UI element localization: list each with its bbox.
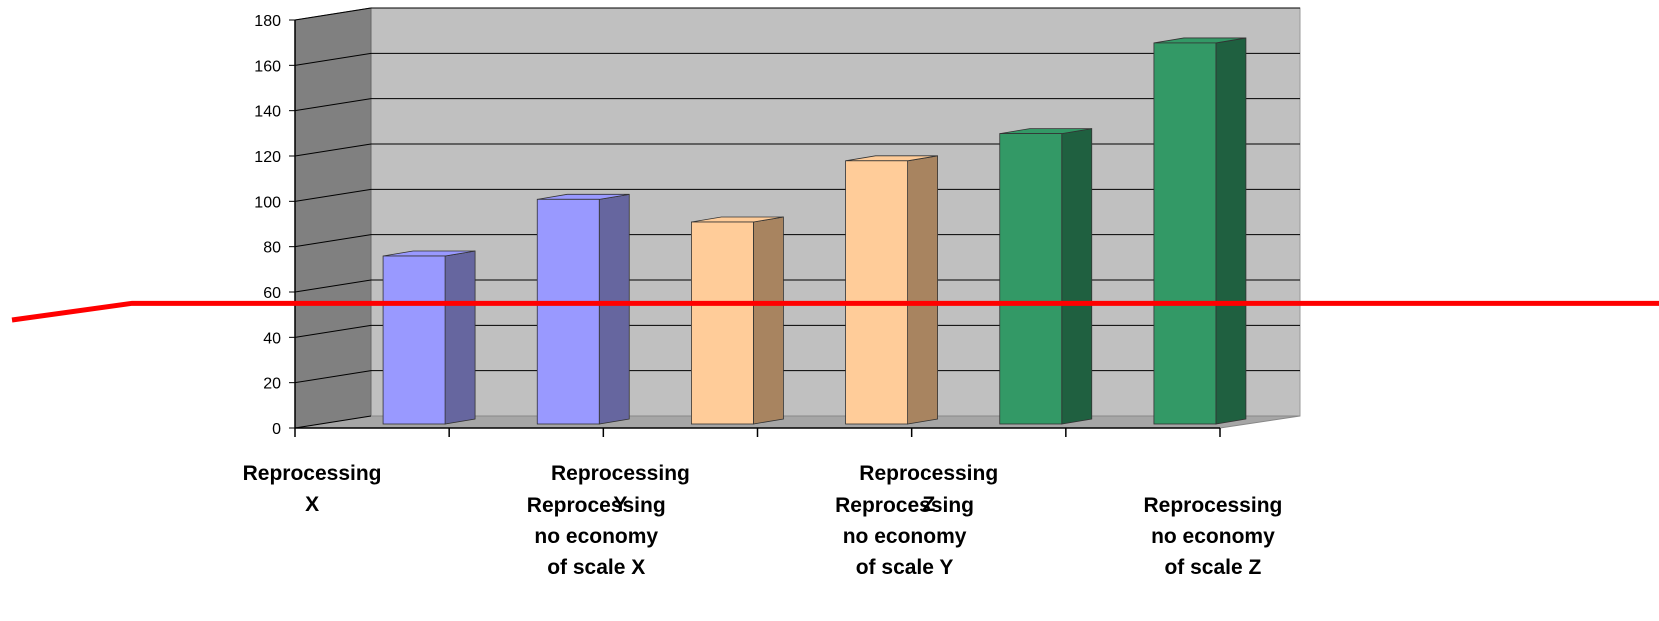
- x-category-label: Reprocessing no economy of scale Y: [835, 494, 974, 579]
- bar: [1153, 37, 1247, 425]
- side-gridline: [294, 324, 372, 338]
- side-gridline: [294, 188, 372, 202]
- x-category-labels: Reprocessing X Reprocessing no economy of sc…: [243, 462, 1283, 579]
- side-wall: [294, 7, 372, 429]
- y-tick-label: 20: [263, 376, 281, 393]
- bar-front: [845, 160, 908, 425]
- bar-front: [691, 221, 754, 425]
- y-tick-label: 60: [263, 285, 281, 302]
- bar-front: [382, 255, 446, 425]
- bar-side: [598, 193, 630, 425]
- bar-front: [999, 133, 1063, 425]
- back-wall: [370, 7, 1301, 417]
- y-tick-label: 160: [254, 58, 281, 75]
- x-category-label: Reprocessing no economy of scale Z: [1143, 494, 1282, 579]
- side-gridline: [294, 7, 372, 21]
- y-tick-label: 40: [263, 330, 281, 347]
- y-tick-label: 140: [254, 104, 281, 121]
- bar-front: [536, 198, 600, 425]
- chart-bars: [382, 37, 1247, 425]
- side-gridline: [294, 143, 372, 157]
- chart-walls: [294, 7, 1301, 429]
- y-tick-label: 120: [254, 149, 281, 166]
- y-tick-label: 0: [272, 421, 281, 438]
- x-category-label: Reprocessing X: [243, 462, 382, 516]
- bar: [536, 193, 630, 425]
- side-gridline: [294, 52, 372, 66]
- side-gridline: [294, 234, 372, 248]
- y-tick-label: 80: [263, 240, 281, 257]
- reference-line: [11, 300, 1659, 323]
- bar-side: [1215, 37, 1247, 425]
- x-category-label: Reprocessing Z: [859, 462, 998, 516]
- bar: [691, 216, 784, 425]
- chart-axes: [289, 19, 1221, 437]
- y-tick-label: 180: [254, 13, 281, 30]
- bar-side: [444, 250, 476, 425]
- side-gridline: [294, 279, 372, 293]
- side-gridline: [294, 415, 372, 429]
- bar: [999, 128, 1093, 425]
- bar-side: [753, 216, 784, 425]
- bar-side: [907, 155, 938, 425]
- y-tick-labels: 0 20 40 60 80 100 120 140 160 180: [254, 13, 281, 438]
- bar-front: [1153, 42, 1217, 425]
- side-gridline: [294, 370, 372, 384]
- x-category-label: Reprocessing Y: [551, 462, 690, 516]
- side-gridline: [294, 98, 372, 112]
- x-category-label: Reprocessing no economy of scale X: [527, 494, 666, 579]
- bar-side: [1061, 128, 1093, 425]
- y-tick-label: 100: [254, 194, 281, 211]
- chart-gridlines: [294, 7, 1300, 429]
- bar: [382, 250, 476, 425]
- reference-line-group: [11, 300, 1659, 323]
- bar: [845, 155, 938, 425]
